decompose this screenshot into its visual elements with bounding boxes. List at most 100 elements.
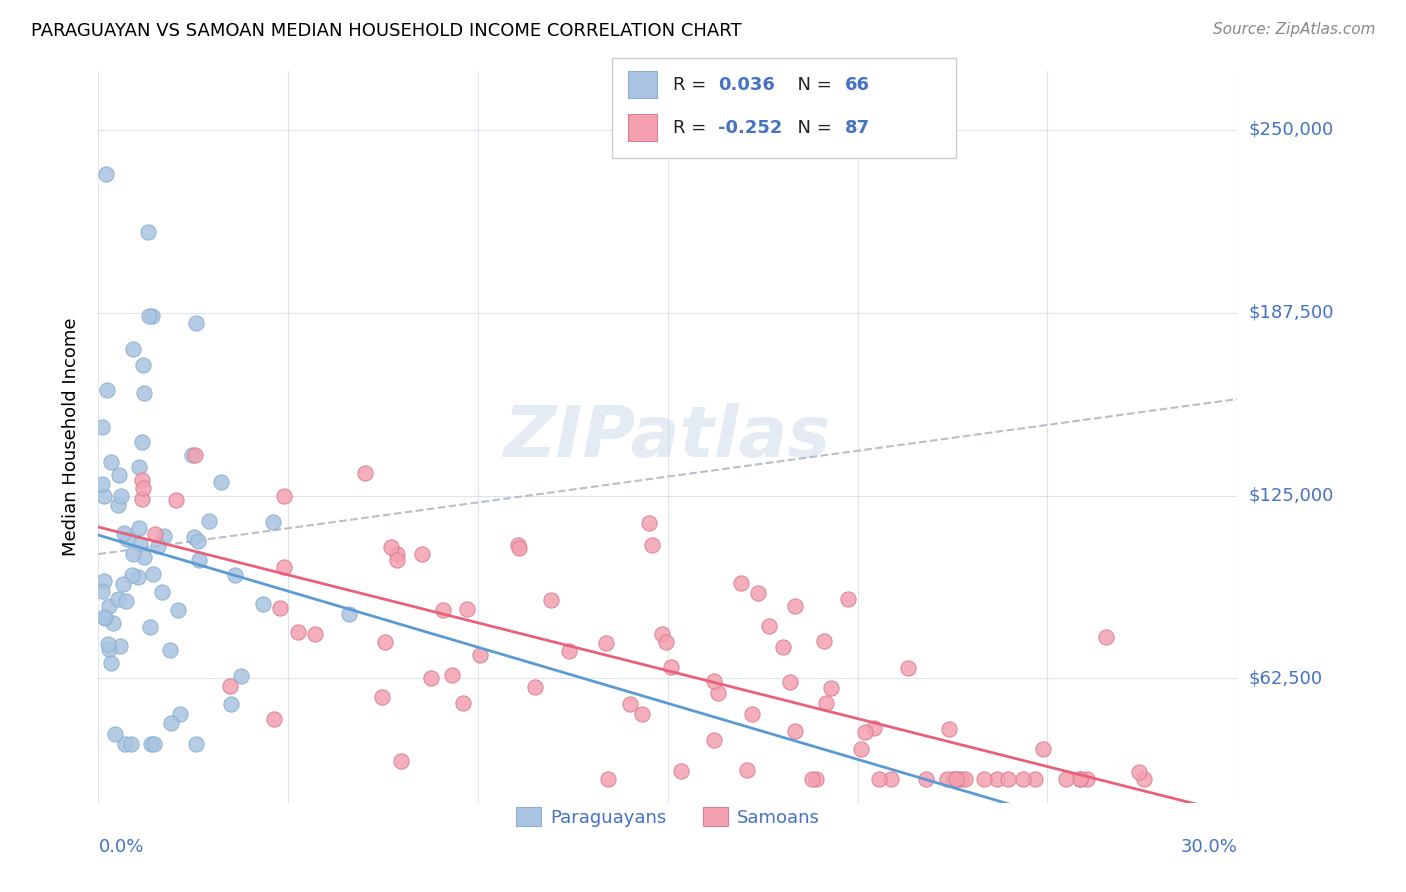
- Point: [159, 643, 181, 657]
- Text: 0.036: 0.036: [718, 76, 775, 94]
- Point: [659, 660, 682, 674]
- Point: [183, 529, 205, 543]
- Point: [122, 547, 145, 561]
- Point: [150, 584, 173, 599]
- Text: 30.0%: 30.0%: [1181, 838, 1237, 856]
- Point: [453, 696, 475, 710]
- Point: [651, 627, 673, 641]
- Point: [107, 467, 129, 482]
- Point: [115, 532, 138, 546]
- Point: [142, 566, 165, 581]
- Point: [741, 707, 763, 722]
- Point: [127, 570, 149, 584]
- Point: [945, 772, 967, 787]
- Point: [110, 639, 132, 653]
- Point: [849, 742, 872, 756]
- Point: [915, 772, 938, 787]
- Point: [110, 489, 132, 503]
- Point: [128, 521, 150, 535]
- Text: N =: N =: [786, 119, 838, 136]
- Point: [411, 547, 433, 561]
- Point: [1069, 772, 1091, 787]
- Point: [94, 167, 117, 181]
- Point: [129, 537, 152, 551]
- Point: [273, 489, 295, 503]
- Point: [1128, 764, 1150, 779]
- Text: PARAGUAYAN VS SAMOAN MEDIAN HOUSEHOLD INCOME CORRELATION CHART: PARAGUAYAN VS SAMOAN MEDIAN HOUSEHOLD IN…: [31, 22, 741, 40]
- Point: [131, 492, 153, 507]
- Point: [641, 538, 664, 552]
- Point: [184, 737, 207, 751]
- Point: [1054, 772, 1077, 787]
- Point: [98, 599, 121, 613]
- Point: [950, 772, 973, 787]
- Point: [897, 661, 920, 675]
- Point: [973, 772, 995, 787]
- Point: [470, 648, 492, 662]
- Point: [879, 772, 901, 787]
- Point: [986, 772, 1008, 787]
- Point: [136, 225, 159, 239]
- Point: [747, 586, 769, 600]
- Text: ZIPatlas: ZIPatlas: [505, 402, 831, 472]
- Point: [160, 716, 183, 731]
- Point: [337, 607, 360, 621]
- Point: [93, 489, 115, 503]
- Point: [1069, 772, 1091, 787]
- Point: [96, 383, 118, 397]
- Point: [91, 477, 114, 491]
- Point: [385, 553, 408, 567]
- Point: [209, 475, 232, 489]
- Point: [703, 732, 725, 747]
- Point: [262, 515, 284, 529]
- Point: [91, 583, 114, 598]
- Point: [353, 466, 375, 480]
- Point: [97, 637, 120, 651]
- Point: [121, 343, 143, 357]
- Point: [219, 679, 242, 693]
- Point: [120, 737, 142, 751]
- Y-axis label: Median Household Income: Median Household Income: [62, 318, 80, 557]
- Point: [938, 722, 960, 736]
- Point: [1024, 772, 1046, 787]
- Point: [596, 772, 619, 787]
- Point: [703, 673, 725, 688]
- Point: [273, 559, 295, 574]
- Point: [107, 592, 129, 607]
- Point: [654, 635, 676, 649]
- Point: [263, 712, 285, 726]
- Point: [167, 603, 190, 617]
- Point: [104, 727, 127, 741]
- Point: [143, 737, 166, 751]
- Point: [165, 492, 187, 507]
- Point: [132, 549, 155, 564]
- Point: [101, 615, 124, 630]
- Text: $187,500: $187,500: [1249, 304, 1334, 322]
- Point: [107, 498, 129, 512]
- Point: [631, 707, 654, 722]
- Point: [1133, 772, 1156, 787]
- Text: R =: R =: [673, 119, 713, 136]
- Point: [139, 620, 162, 634]
- Point: [506, 538, 529, 552]
- Point: [269, 601, 291, 615]
- Point: [128, 460, 150, 475]
- Point: [131, 435, 153, 450]
- Point: [132, 386, 155, 401]
- Point: [419, 671, 441, 685]
- Point: [1076, 772, 1098, 787]
- Point: [953, 772, 976, 787]
- Point: [132, 359, 155, 373]
- Point: [229, 669, 252, 683]
- Legend: Paraguayans, Samoans: Paraguayans, Samoans: [509, 800, 827, 834]
- Point: [806, 772, 828, 787]
- Point: [945, 772, 967, 787]
- Point: [304, 627, 326, 641]
- Point: [371, 690, 394, 705]
- Point: [186, 316, 208, 330]
- Point: [772, 640, 794, 654]
- Point: [97, 642, 120, 657]
- Point: [389, 754, 412, 768]
- Text: -0.252: -0.252: [718, 119, 783, 136]
- Point: [508, 541, 530, 556]
